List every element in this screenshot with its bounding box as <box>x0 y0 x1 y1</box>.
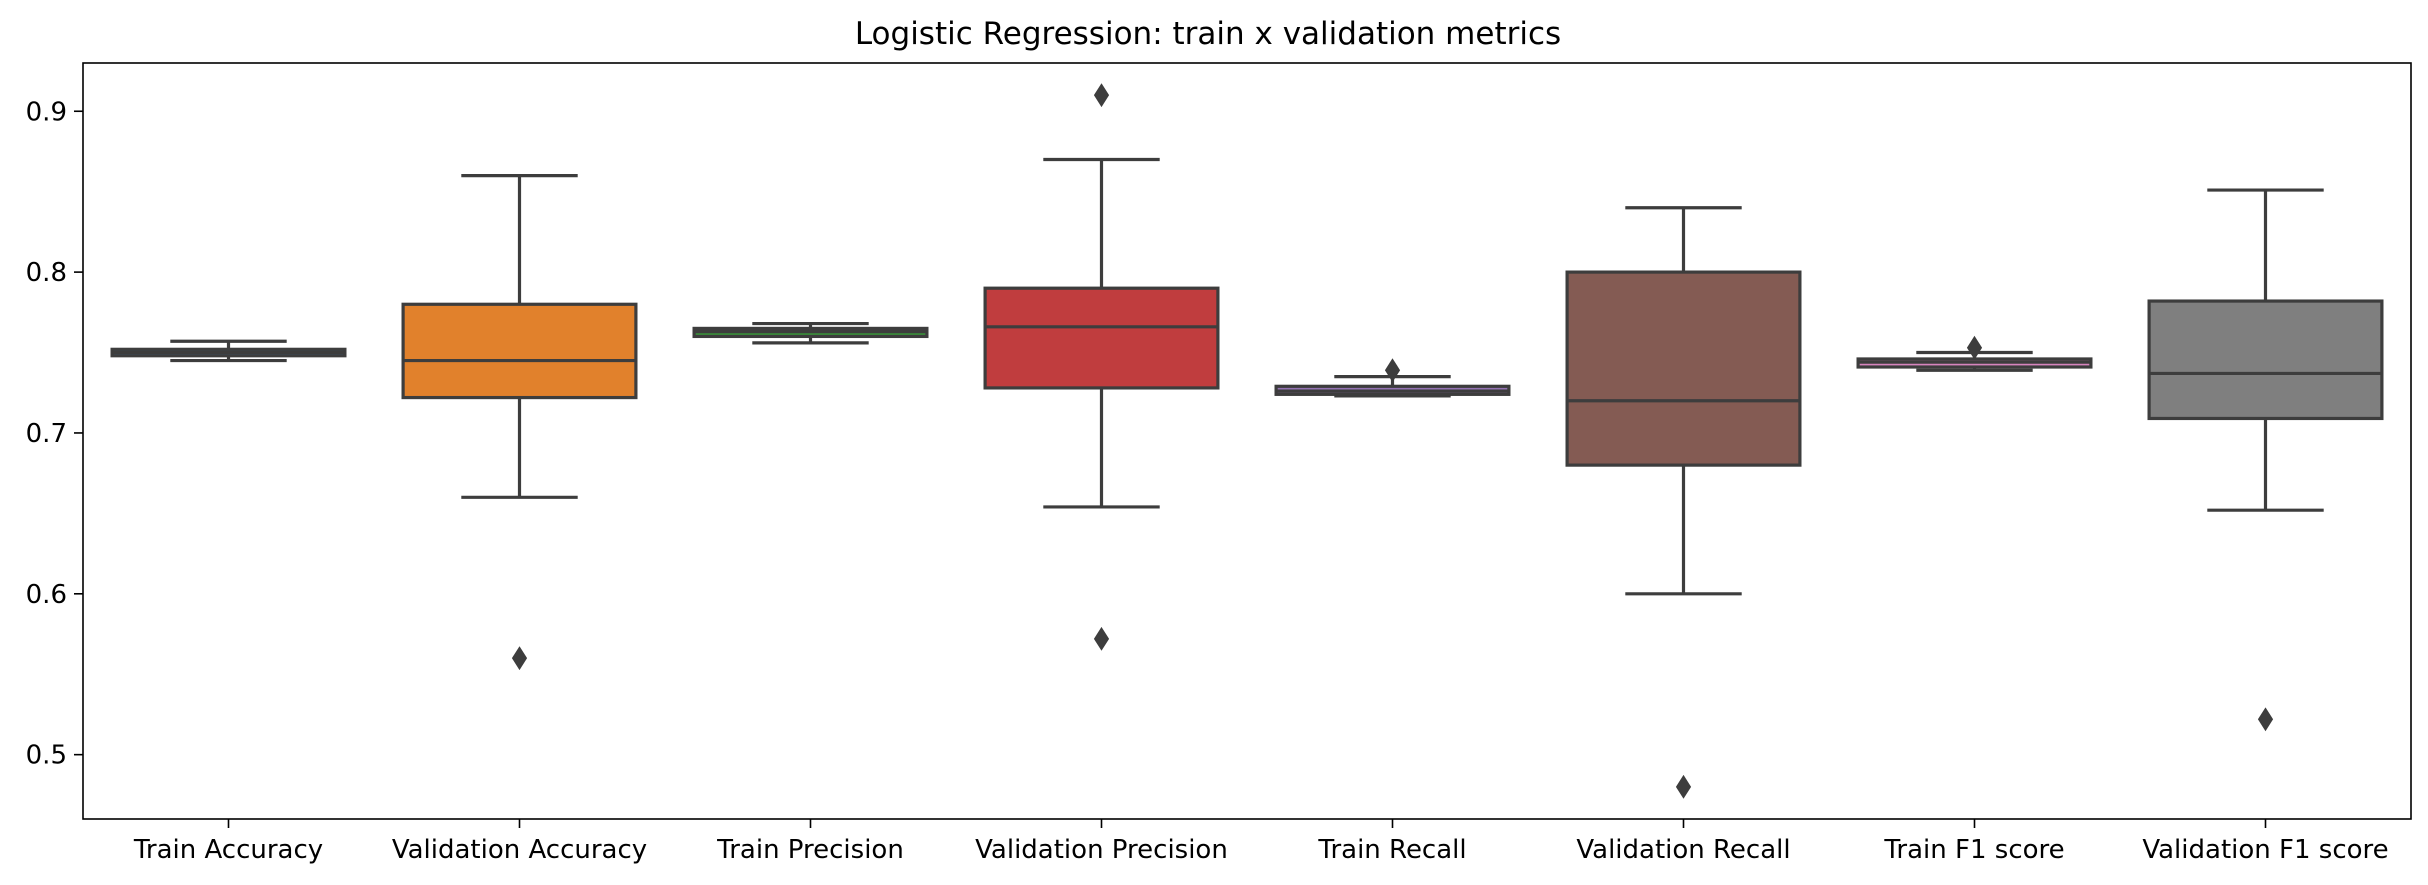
box-7 <box>1856 335 2093 372</box>
box-6 <box>1565 206 1802 799</box>
x-tick-label: Validation Accuracy <box>392 835 647 865</box>
y-tick-label: 0.9 <box>26 97 67 127</box>
x-tick-label: Validation F1 score <box>2142 835 2388 865</box>
chart-title: Logistic Regression: train x validation … <box>855 16 1561 52</box>
x-tick-label: Train F1 score <box>1883 835 2064 865</box>
box-8 <box>2147 188 2384 732</box>
box-2 <box>401 173 638 671</box>
y-tick-label: 0.7 <box>26 419 67 449</box>
box-3 <box>692 321 929 345</box>
x-tick-label: Train Accuracy <box>133 835 323 865</box>
y-tick-label: 0.6 <box>26 580 67 610</box>
y-axis: 0.5 0.6 0.7 0.8 0.9 <box>26 97 83 771</box>
x-tick-label: Validation Precision <box>975 835 1228 865</box>
iqr-box <box>1565 270 1802 467</box>
outlier-point <box>1093 83 1110 108</box>
outlier-point <box>1675 774 1692 799</box>
x-tick-label: Train Recall <box>1317 835 1466 865</box>
x-tick-label: Validation Recall <box>1576 835 1790 865</box>
outlier-point <box>1093 626 1110 651</box>
iqr-box <box>983 286 1220 390</box>
iqr-box <box>401 302 638 400</box>
outlier-point <box>511 646 528 671</box>
iqr-box <box>2147 299 2384 421</box>
y-tick-label: 0.8 <box>26 258 67 288</box>
box-5 <box>1274 358 1511 398</box>
y-tick-label: 0.5 <box>26 741 67 771</box>
plot-frame <box>82 62 2412 820</box>
box-4 <box>983 83 1220 651</box>
x-axis: Train Accuracy Validation Accuracy Train P… <box>133 819 2389 865</box>
outlier-point <box>1966 335 1983 360</box>
plot-area <box>110 83 2384 799</box>
outlier-point <box>2257 707 2274 732</box>
x-tick-label: Train Precision <box>716 835 904 865</box>
outlier-point <box>1384 358 1401 383</box>
box-1 <box>110 339 347 363</box>
